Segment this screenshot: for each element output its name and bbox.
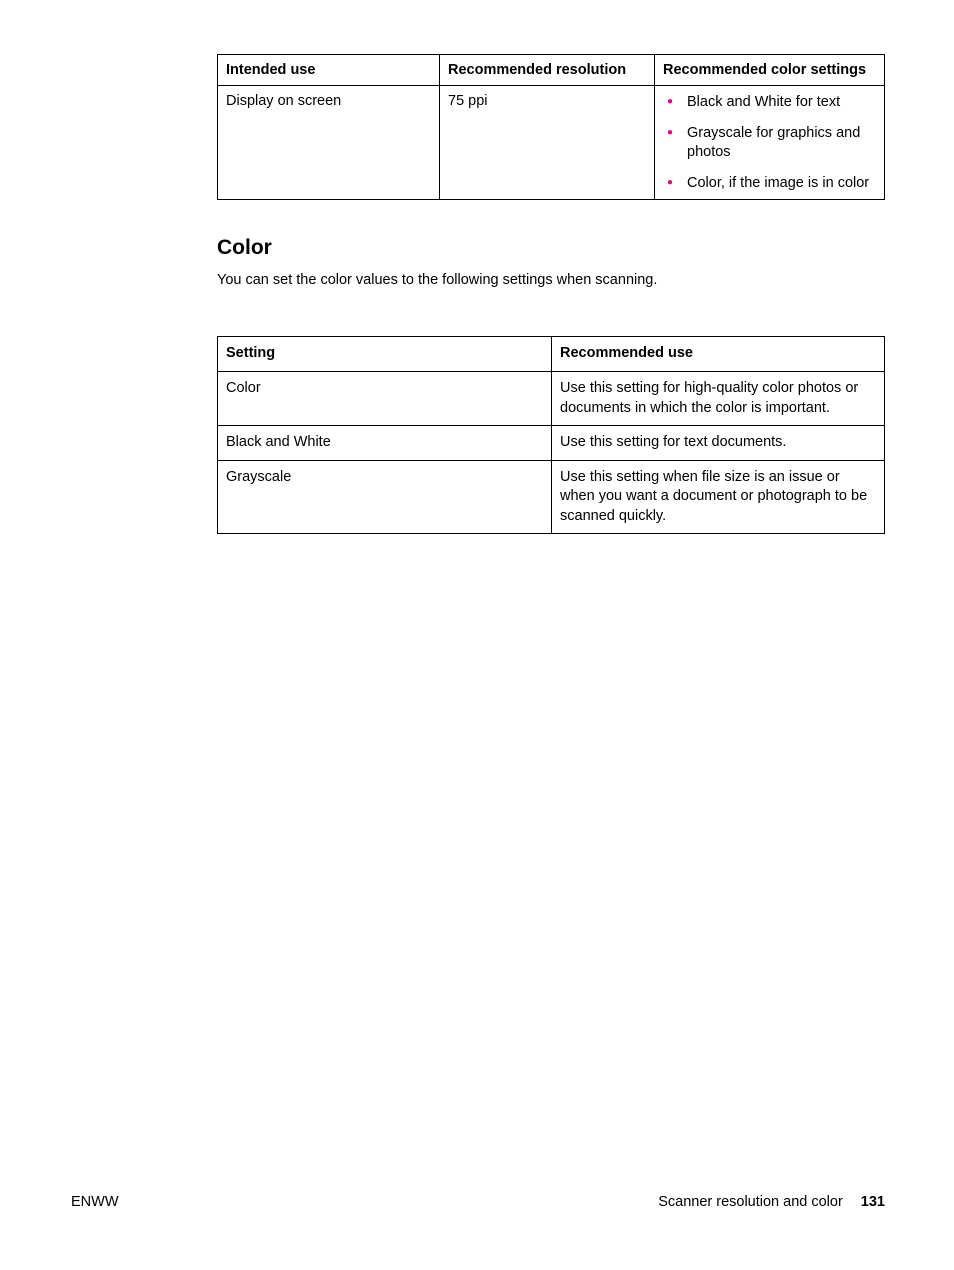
cell-setting: Black and White [218,426,552,461]
table-row: Black and White Use this setting for tex… [218,426,885,461]
table-row: Color Use this setting for high-quality … [218,371,885,425]
header-intended-use: Intended use [218,55,440,86]
cell-use: Use this setting for text documents. [552,426,885,461]
resolution-table: Intended use Recommended resolution Reco… [217,54,885,200]
cell-setting: Grayscale [218,460,552,534]
color-settings-list: Black and White for text Grayscale for g… [663,93,876,192]
page-footer: ENWW Scanner resolution and color 131 [71,1194,885,1210]
cell-resolution: 75 ppi [440,86,655,200]
cell-intended-use: Display on screen [218,86,440,200]
cell-color-settings: Black and White for text Grayscale for g… [655,86,885,200]
footer-right: Scanner resolution and color 131 [658,1194,885,1210]
table-row: Display on screen 75 ppi Black and White… [218,86,885,200]
list-item: Grayscale for graphics and photos [663,124,876,162]
section-text: You can set the color values to the foll… [217,272,885,288]
color-settings-table: Setting Recommended use Color Use this s… [217,336,885,534]
resolution-table-wrap: Intended use Recommended resolution Reco… [217,54,885,200]
table-header-row: Setting Recommended use [218,337,885,372]
cell-use: Use this setting for high-quality color … [552,371,885,425]
table-header-row: Intended use Recommended resolution Reco… [218,55,885,86]
page-content: Intended use Recommended resolution Reco… [0,0,954,534]
header-recommended-resolution: Recommended resolution [440,55,655,86]
header-setting: Setting [218,337,552,372]
list-item: Color, if the image is in color [663,174,876,193]
table-row: Grayscale Use this setting when file siz… [218,460,885,534]
header-recommended-color-settings: Recommended color settings [655,55,885,86]
cell-use: Use this setting when file size is an is… [552,460,885,534]
list-item: Black and White for text [663,93,876,112]
footer-section-title: Scanner resolution and color [658,1194,843,1210]
section-heading-color: Color [217,236,885,260]
color-settings-table-wrap: Setting Recommended use Color Use this s… [217,336,885,534]
footer-left: ENWW [71,1194,119,1210]
page-number: 131 [861,1194,885,1210]
header-recommended-use: Recommended use [552,337,885,372]
cell-setting: Color [218,371,552,425]
